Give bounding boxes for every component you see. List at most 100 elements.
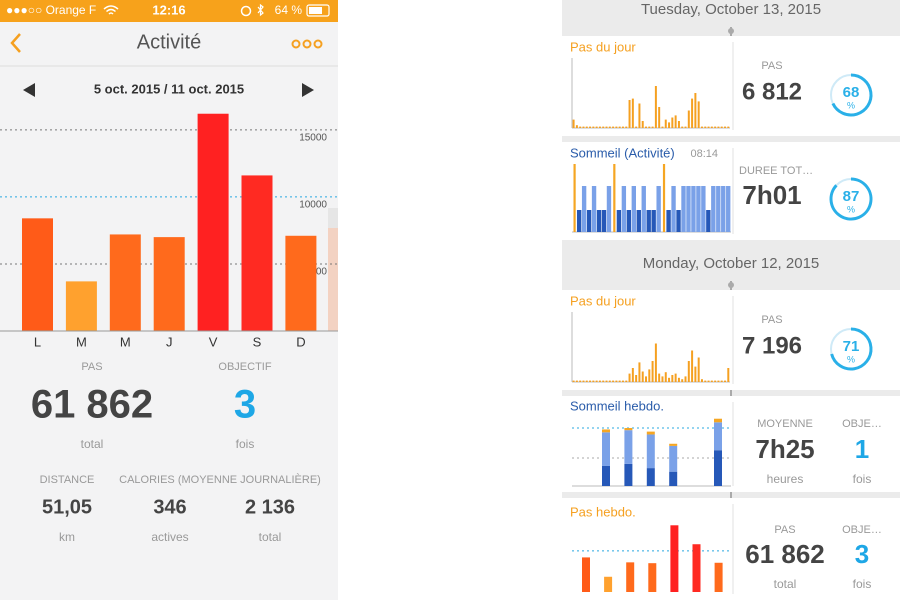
card-title: Sommeil (Activité) — [570, 145, 675, 160]
battery-text: 64 % — [275, 3, 303, 17]
mini-bar — [677, 121, 680, 128]
mini-bar — [714, 126, 717, 128]
label: 08:14 — [690, 148, 718, 160]
sleep-light — [669, 445, 678, 472]
sleep-light — [696, 186, 701, 232]
ring-unit: % — [847, 204, 855, 214]
sleep-light — [631, 186, 636, 232]
mini-bar — [694, 93, 697, 128]
label: 61 862 — [745, 539, 825, 569]
label: PAS — [774, 524, 795, 536]
ring-value: 68 — [843, 84, 860, 101]
sleep-deep — [616, 210, 622, 232]
mini-bar — [585, 380, 588, 382]
sleep-light — [602, 432, 610, 466]
mini-bar — [681, 126, 684, 128]
mini-bar — [720, 126, 723, 128]
label: PAS — [761, 314, 782, 326]
mini-bar — [700, 379, 703, 382]
mini-bar — [575, 125, 578, 128]
sleep-light — [726, 186, 731, 232]
prev-week[interactable] — [23, 83, 35, 97]
label: OBJECTIF — [218, 361, 271, 373]
mini-bar — [579, 380, 582, 382]
sleep-light — [721, 186, 726, 232]
mini-bar — [626, 562, 635, 592]
label: OBJE… — [842, 524, 882, 536]
mini-bar — [572, 119, 575, 128]
sleep-light — [624, 430, 633, 464]
steps-value: 7 196 — [742, 332, 802, 359]
mini-bar — [602, 126, 605, 128]
mini-bar — [691, 350, 694, 382]
mini-bar — [687, 110, 690, 128]
mini-bar — [645, 126, 648, 128]
sleep-deep — [676, 210, 681, 232]
sleep-awake — [624, 428, 633, 431]
sleep-light — [621, 186, 627, 232]
mini-bar — [648, 563, 657, 592]
mini-bar — [687, 361, 690, 382]
back-button[interactable] — [10, 33, 21, 53]
label: total — [81, 437, 104, 451]
next-week[interactable] — [302, 83, 314, 97]
mini-bar — [618, 380, 621, 382]
mini-bar — [612, 380, 615, 382]
mini-bar — [638, 362, 641, 382]
x-tick-label: D — [296, 334, 305, 349]
mini-bar — [661, 126, 664, 128]
sleep-light — [606, 186, 612, 232]
label: DUREE TOT… — [739, 165, 813, 177]
mini-bar — [717, 380, 720, 382]
mini-bar — [605, 126, 608, 128]
mini-bar — [707, 380, 710, 382]
label: CALORIES (MOYENNE JOURNALIÈRE) — [119, 473, 321, 486]
ring-value: 71 — [843, 338, 860, 355]
mini-bar — [641, 371, 644, 382]
sleep-light — [671, 186, 676, 232]
card — [562, 498, 900, 600]
carrier: ●●●○○ Orange F — [6, 3, 96, 17]
label: 2 136 — [245, 496, 295, 518]
mini-bar — [677, 377, 680, 382]
label: total — [774, 577, 797, 591]
bar — [109, 234, 141, 331]
timeline-dot — [728, 28, 734, 34]
bar — [65, 281, 97, 331]
mini-bar — [668, 377, 671, 382]
label: PAS — [81, 361, 102, 373]
mini-bar — [604, 576, 613, 592]
mini-bar — [697, 101, 700, 128]
sleep-deep — [576, 210, 582, 232]
battery-level — [309, 7, 322, 14]
label: fois — [236, 437, 255, 451]
sleep-awake — [714, 418, 722, 423]
mini-bar — [625, 380, 628, 382]
mini-bar — [605, 380, 608, 382]
label: 1 — [855, 434, 869, 464]
mini-bar — [579, 126, 582, 128]
x-tick-label: S — [253, 334, 262, 349]
ring-progress — [830, 327, 873, 371]
ring-progress — [829, 177, 873, 221]
mini-bar — [589, 126, 592, 128]
mini-bar — [710, 380, 713, 382]
mini-bar — [615, 126, 618, 128]
ring-progress — [831, 73, 873, 117]
status-bar — [0, 0, 338, 22]
label: 7h25 — [755, 434, 814, 464]
label: DISTANCE — [40, 474, 95, 486]
mini-bar — [585, 126, 588, 128]
more-button[interactable] — [291, 39, 323, 49]
sleep-deep — [646, 210, 651, 232]
clock: 12:16 — [152, 2, 185, 17]
mini-bar — [700, 126, 703, 128]
mini-bar — [658, 107, 661, 128]
sleep-deep — [669, 471, 678, 486]
mini-bar — [717, 126, 720, 128]
mini-bar — [628, 100, 631, 128]
label: 51,05 — [42, 496, 92, 518]
bar — [197, 113, 229, 332]
sleep-light — [686, 186, 691, 232]
